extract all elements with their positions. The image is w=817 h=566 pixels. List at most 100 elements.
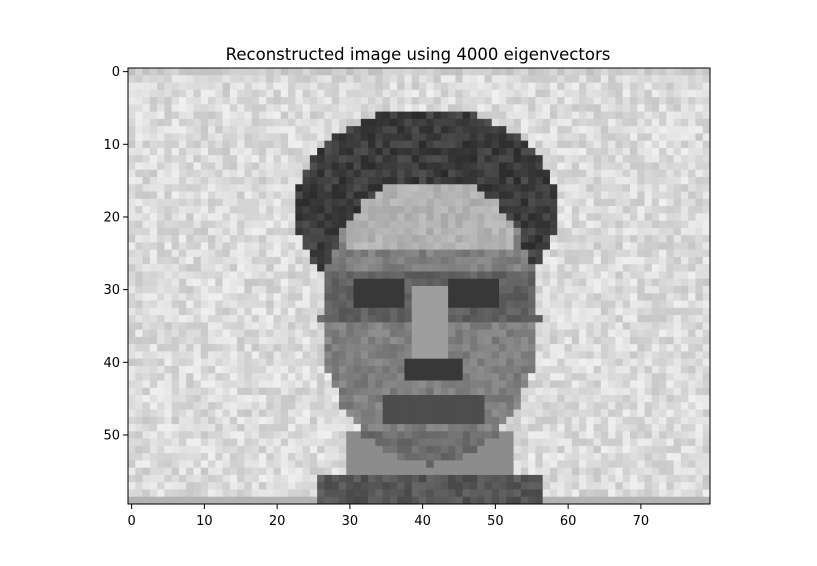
image-pixel — [571, 482, 580, 490]
image-pixel — [491, 286, 500, 294]
image-pixel — [600, 293, 609, 302]
image-pixel — [338, 293, 347, 302]
image-pixel — [200, 162, 209, 171]
image-pixel — [586, 133, 595, 142]
image-pixel — [229, 322, 238, 331]
image-pixel — [186, 482, 194, 490]
image-pixel — [368, 220, 376, 229]
image-pixel — [375, 344, 384, 352]
image-pixel — [688, 213, 696, 222]
image-pixel — [448, 227, 456, 236]
image-pixel — [622, 460, 631, 469]
image-pixel — [229, 118, 238, 127]
image-pixel — [455, 474, 464, 483]
image-pixel — [142, 162, 151, 171]
image-pixel — [404, 133, 413, 142]
image-pixel — [171, 249, 180, 258]
image-pixel — [484, 395, 493, 403]
image-pixel — [528, 453, 536, 461]
image-pixel — [535, 264, 544, 272]
image-pixel — [433, 82, 442, 91]
image-pixel — [593, 344, 602, 352]
image-pixel — [338, 118, 347, 127]
image-pixel — [164, 474, 173, 483]
image-pixel — [288, 358, 296, 367]
image-pixel — [375, 126, 384, 134]
image-pixel — [659, 322, 667, 331]
image-pixel — [244, 438, 253, 447]
image-pixel — [389, 395, 398, 403]
image-pixel — [389, 278, 398, 287]
image-pixel — [135, 496, 144, 505]
image-pixel — [673, 271, 682, 280]
image-pixel — [491, 358, 500, 367]
image-pixel — [484, 184, 493, 193]
image-pixel — [317, 97, 325, 105]
image-pixel — [251, 416, 260, 425]
image-pixel — [557, 140, 566, 149]
image-pixel — [615, 416, 624, 425]
image-pixel — [433, 438, 442, 447]
image-pixel — [477, 147, 485, 156]
image-pixel — [615, 82, 624, 91]
image-pixel — [397, 147, 405, 156]
image-pixel — [302, 286, 311, 294]
image-pixel — [637, 496, 646, 505]
image-pixel — [389, 227, 398, 236]
image-pixel — [637, 395, 646, 403]
image-pixel — [258, 213, 267, 222]
image-pixel — [688, 380, 696, 389]
image-pixel — [331, 256, 340, 265]
image-pixel — [266, 322, 275, 331]
image-pixel — [557, 278, 566, 287]
image-pixel — [702, 307, 711, 316]
image-pixel — [382, 293, 391, 302]
image-pixel — [142, 387, 151, 396]
image-pixel — [615, 206, 624, 214]
image-pixel — [237, 235, 245, 243]
image-pixel — [469, 140, 478, 149]
image-pixel — [302, 213, 311, 222]
image-pixel — [164, 75, 173, 84]
image-pixel — [651, 169, 660, 178]
image-pixel — [615, 155, 624, 163]
image-pixel — [135, 431, 144, 440]
image-pixel — [324, 358, 333, 367]
image-pixel — [651, 118, 660, 127]
image-pixel — [382, 169, 391, 178]
image-pixel — [382, 220, 391, 229]
image-pixel — [695, 322, 704, 331]
image-pixel — [629, 365, 638, 374]
image-pixel — [477, 387, 485, 396]
image-pixel — [346, 220, 355, 229]
image-pixel — [564, 307, 573, 316]
image-pixel — [128, 111, 136, 120]
image-pixel — [651, 155, 660, 163]
image-pixel — [142, 271, 151, 280]
image-pixel — [324, 111, 333, 120]
image-pixel — [375, 75, 384, 84]
image-pixel — [404, 75, 413, 84]
image-pixel — [208, 126, 216, 134]
image-pixel — [629, 329, 638, 338]
image-pixel — [629, 220, 638, 229]
image-pixel — [222, 358, 231, 367]
image-pixel — [128, 307, 136, 316]
image-pixel — [193, 75, 202, 84]
image-pixel — [506, 431, 515, 440]
image-pixel — [680, 140, 689, 149]
image-pixel — [600, 118, 609, 127]
image-pixel — [579, 111, 587, 120]
image-pixel — [157, 177, 165, 185]
image-pixel — [688, 402, 696, 411]
image-pixel — [215, 198, 224, 207]
image-pixel — [149, 416, 158, 425]
image-pixel — [651, 133, 660, 142]
image-pixel — [280, 220, 289, 229]
image-pixel — [360, 358, 369, 367]
image-pixel — [368, 445, 376, 454]
image-pixel — [338, 380, 347, 389]
image-pixel — [469, 177, 478, 185]
image-pixel — [651, 300, 660, 309]
